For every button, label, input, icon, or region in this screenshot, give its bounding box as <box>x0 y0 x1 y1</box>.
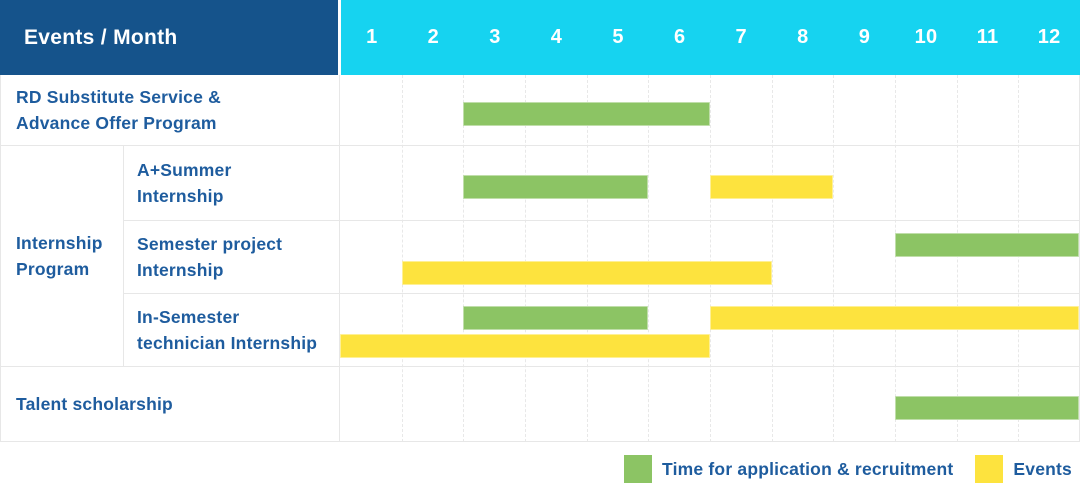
table-title: Events / Month <box>0 0 338 75</box>
legend-item-application: Time for application & recruitment <box>624 455 953 483</box>
month-header-row: 1 2 3 4 5 6 7 8 9 10 11 12 <box>341 0 1080 75</box>
month-gridline <box>771 75 773 442</box>
month-header-2: 2 <box>427 26 440 48</box>
row-label-line: RD Substitute Service & <box>16 87 221 107</box>
month-gridline <box>525 75 526 442</box>
month-header-1: 1 <box>366 26 378 48</box>
row-label-a-plus-summer-internship: A+Summer Internship <box>124 146 340 221</box>
month-gridlines <box>340 75 1080 442</box>
month-header-7: 7 <box>735 26 747 48</box>
gantt-row-rd-substitute-service-advance-offer-program <box>340 75 1080 146</box>
row-label-group-internship-program: Internship Program <box>0 146 124 367</box>
month-header-6: 6 <box>673 26 686 48</box>
month-gridline <box>833 75 835 442</box>
row-label-rd-substitute-service-advance-offer-program: RD Substitute Service & Advance Offer Pro… <box>0 75 340 146</box>
month-header-5: 5 <box>612 26 624 48</box>
row-label-line: Program <box>16 259 90 279</box>
row-label-line: Internship <box>16 233 103 253</box>
month-header-12: 12 <box>1037 26 1061 48</box>
bar-events-months-2-7 <box>401 261 772 285</box>
month-gridline <box>895 75 896 442</box>
month-gridline <box>648 75 650 442</box>
month-gridline <box>956 75 958 442</box>
row-label-line: Advance Offer Program <box>16 113 217 133</box>
bar-application-months-10-12 <box>895 233 1079 257</box>
bar-events-months-7-12 <box>710 306 1079 330</box>
row-label-in-semester-technician-internship: In-Semester technician Internship <box>124 294 340 367</box>
bar-application-months-3-5 <box>463 306 649 330</box>
bar-events-months-1-6 <box>340 334 710 358</box>
gantt-row-talent-scholarship <box>340 367 1080 442</box>
month-gridline <box>586 75 588 442</box>
legend-item-events: Events <box>975 455 1072 483</box>
month-gridline <box>401 75 403 442</box>
month-header-9: 9 <box>858 26 871 48</box>
row-label-line: Internship <box>137 260 224 280</box>
bar-application-months-3-5 <box>463 175 649 199</box>
month-header-11: 11 <box>976 26 999 48</box>
gantt-row-semester-project-internship <box>340 221 1080 294</box>
legend-label-events: Events <box>1013 458 1072 479</box>
month-gridline <box>1018 75 1020 442</box>
row-label-line: Semester project <box>137 234 283 254</box>
gantt-body: Internship Program RD Substitute Service &… <box>0 75 1080 442</box>
month-header-3: 3 <box>489 26 501 48</box>
month-gridline <box>710 75 711 442</box>
legend-swatch-application <box>624 455 653 483</box>
row-label-line: A+Summer <box>137 160 232 180</box>
month-header-10: 10 <box>914 26 938 48</box>
legend: Time for application & recruitment Events <box>624 453 1072 485</box>
row-label-line: Talent scholarship <box>16 394 173 414</box>
gantt-row-in-semester-technician-internship <box>340 294 1080 367</box>
month-header-8: 8 <box>797 26 809 48</box>
month-gridline <box>463 75 465 442</box>
gantt-row-a-plus-summer-internship <box>340 146 1080 221</box>
legend-swatch-events <box>975 455 1004 483</box>
row-label-line: In-Semester <box>137 307 240 327</box>
month-header-4: 4 <box>550 26 563 48</box>
row-label-semester-project-internship: Semester project Internship <box>124 221 340 294</box>
row-label-talent-scholarship: Talent scholarship <box>0 367 340 442</box>
legend-label-application: Time for application & recruitment <box>662 458 954 479</box>
row-label-line: Internship <box>137 186 224 206</box>
bar-application-months-3-6 <box>463 102 710 126</box>
row-label-line: technician Internship <box>137 333 318 353</box>
bar-application-months-10-12 <box>895 396 1079 420</box>
bar-events-months-7-8 <box>710 175 834 199</box>
